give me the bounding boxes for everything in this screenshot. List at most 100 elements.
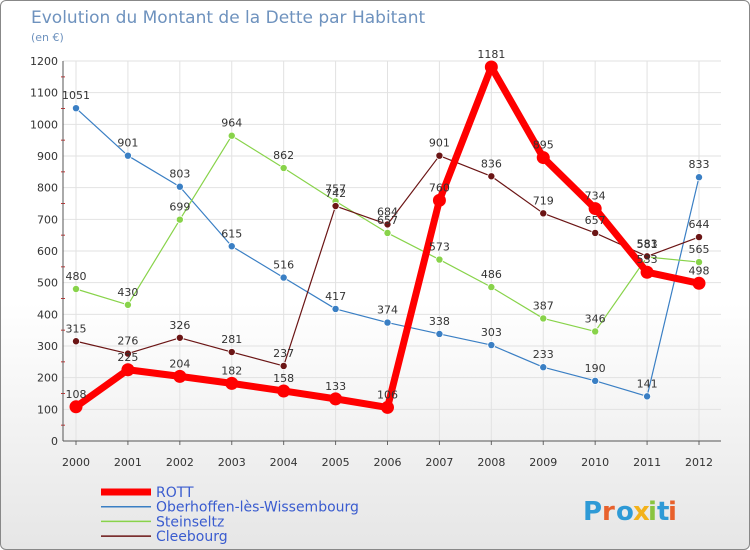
data-point	[279, 164, 288, 173]
data-point	[72, 284, 81, 293]
data-point	[227, 348, 236, 357]
x-tick-label: 2010	[581, 456, 609, 469]
y-tick-label: 800	[37, 182, 58, 195]
x-tick-label: 2011	[633, 456, 661, 469]
legend-label: ROTT	[156, 485, 194, 501]
data-point	[69, 400, 83, 414]
data-label: 964	[221, 117, 242, 130]
data-point	[695, 233, 704, 242]
x-axis-ticks: 2000 2001 2002 2003 2004 2005 2006 2007 2008 2009…	[62, 456, 713, 469]
data-point	[123, 151, 132, 160]
logo-letter: P	[583, 497, 602, 527]
data-point	[279, 273, 288, 282]
data-label: 901	[117, 137, 138, 150]
data-label: 346	[585, 312, 606, 325]
data-label: 833	[689, 158, 710, 171]
data-label: 204	[169, 357, 190, 370]
data-point	[175, 182, 184, 191]
data-label: 190	[585, 362, 606, 375]
logo-letter: i	[668, 497, 677, 527]
logo-letter: i	[648, 497, 657, 527]
data-point	[591, 376, 600, 385]
data-label: 565	[689, 243, 710, 256]
data-label: 760	[429, 181, 450, 194]
data-label: 1181	[477, 48, 505, 61]
data-label: 719	[533, 194, 554, 207]
data-label: 315	[66, 322, 87, 335]
data-label: 862	[273, 149, 294, 162]
data-label: 326	[169, 319, 190, 332]
data-point	[121, 363, 135, 377]
data-label: 533	[637, 253, 658, 266]
data-point	[692, 276, 706, 290]
grid	[63, 60, 721, 442]
logo-letter: o	[616, 497, 634, 527]
y-tick-label: 900	[37, 150, 58, 163]
data-point	[173, 369, 187, 383]
y-tick-label: 600	[37, 245, 58, 258]
data-point	[435, 151, 444, 160]
y-tick-label: 400	[37, 308, 58, 321]
data-label: 1051	[62, 89, 90, 102]
data-point	[588, 202, 602, 216]
x-tick-label: 2012	[685, 456, 713, 469]
data-label: 281	[221, 333, 242, 346]
data-label: 901	[429, 137, 450, 150]
x-tick-label: 2008	[477, 456, 505, 469]
data-point	[277, 384, 291, 398]
data-point	[383, 220, 392, 229]
x-tick-label: 2006	[374, 456, 402, 469]
data-point	[381, 400, 394, 414]
data-point	[487, 283, 496, 292]
data-label: 141	[637, 377, 658, 390]
data-point	[175, 333, 184, 342]
logo-letter: r	[602, 497, 615, 527]
data-point	[227, 242, 236, 251]
data-label: 338	[429, 315, 450, 328]
data-point	[331, 202, 340, 211]
data-label: 657	[377, 214, 398, 227]
data-point	[329, 392, 343, 406]
data-label: 108	[66, 388, 87, 401]
data-point	[227, 131, 236, 140]
y-tick-label: 200	[37, 372, 58, 385]
y-tick-label: 1200	[30, 55, 58, 68]
data-label: 573	[429, 241, 450, 254]
y-tick-label: 0	[51, 435, 58, 448]
x-tick-label: 2001	[114, 456, 142, 469]
data-point	[484, 60, 498, 74]
data-point	[695, 173, 704, 182]
data-label: 182	[221, 364, 242, 377]
y-tick-label: 1100	[30, 87, 58, 100]
x-tick-label: 2007	[425, 456, 453, 469]
data-point	[536, 151, 550, 165]
legend-label: Oberhoffen-lès-Wissembourg	[156, 500, 359, 516]
y-tick-label: 500	[37, 277, 58, 290]
data-label: 644	[689, 218, 710, 231]
data-label: 480	[66, 270, 87, 283]
data-label: 734	[585, 190, 606, 203]
x-tick-label: 2003	[218, 456, 246, 469]
data-point	[539, 209, 548, 218]
data-point	[640, 265, 654, 279]
y-tick-label: 700	[37, 213, 58, 226]
logo-letter: t	[657, 497, 669, 527]
data-point	[487, 341, 496, 350]
data-label: 430	[117, 286, 138, 299]
data-point	[123, 349, 132, 358]
data-point	[435, 255, 444, 264]
data-label: 417	[325, 290, 346, 303]
data-label: 615	[221, 227, 242, 240]
x-tick-label: 2009	[529, 456, 557, 469]
data-point	[72, 337, 81, 346]
data-label: 237	[273, 347, 294, 360]
y-tick-label: 300	[37, 340, 58, 353]
data-point	[539, 314, 548, 323]
data-label: 106	[377, 388, 398, 401]
data-point	[175, 215, 184, 224]
data-label: 276	[117, 335, 138, 348]
y-axis-ticks: 0 100 200 300 400 500 600 700 800 900 1000 1100 1200	[30, 55, 58, 448]
